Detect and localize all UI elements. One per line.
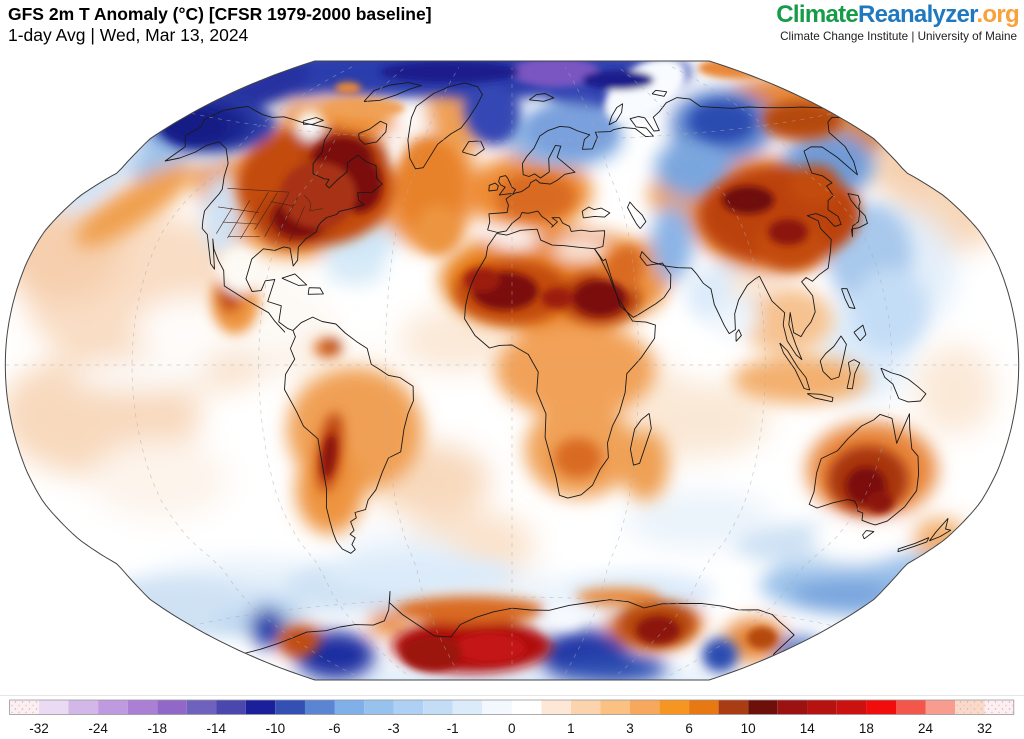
svg-text:-14: -14 (207, 721, 227, 736)
svg-text:24: 24 (918, 721, 934, 736)
svg-text:-24: -24 (88, 721, 108, 736)
svg-text:1: 1 (567, 721, 575, 736)
svg-text:-3: -3 (388, 721, 400, 736)
svg-text:3: 3 (626, 721, 634, 736)
svg-text:32: 32 (977, 721, 992, 736)
svg-text:0: 0 (508, 721, 516, 736)
svg-text:-10: -10 (266, 721, 286, 736)
svg-text:-6: -6 (328, 721, 340, 736)
svg-text:14: 14 (800, 721, 816, 736)
svg-text:10: 10 (741, 721, 756, 736)
svg-text:6: 6 (685, 721, 693, 736)
svg-text:-18: -18 (147, 721, 167, 736)
svg-text:-1: -1 (447, 721, 459, 736)
svg-text:18: 18 (859, 721, 874, 736)
svg-text:-32: -32 (29, 721, 49, 736)
